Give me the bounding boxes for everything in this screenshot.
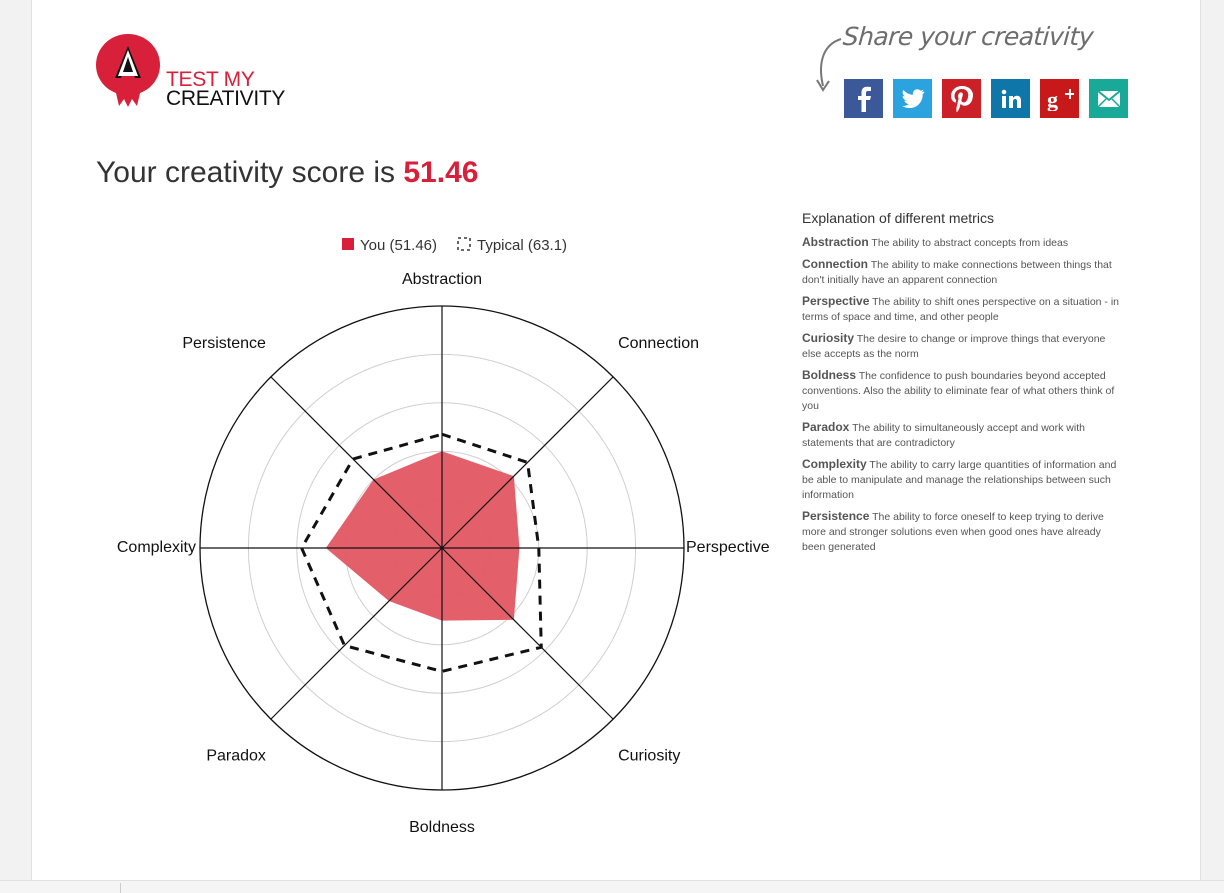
metric-description: The ability to carry large quantities of…: [802, 459, 1117, 501]
metric-description: The ability to simultaneously accept and…: [802, 422, 1085, 449]
metric-item-boldness: Boldness The confidence to push boundari…: [802, 368, 1120, 414]
twitter-share-button[interactable]: [893, 79, 932, 118]
radar-spoke-curiosity: [441, 547, 614, 720]
radar-spoke-persistence: [270, 376, 443, 549]
metric-item-paradox: Paradox The ability to simultaneously ac…: [802, 420, 1120, 451]
metric-name: Boldness: [802, 368, 857, 382]
share-heading: Share your creativity: [841, 22, 1095, 51]
metric-name: Perspective: [802, 294, 870, 308]
email-share-button[interactable]: [1089, 79, 1128, 118]
site-logo[interactable]: TEST MY CREATIVITY: [95, 33, 295, 113]
metric-name: Curiosity: [802, 331, 855, 345]
linkedin-share-button[interactable]: [991, 79, 1030, 118]
metric-description: The confidence to push boundaries beyond…: [802, 370, 1115, 412]
metric-item-abstraction: Abstraction The ability to abstract conc…: [802, 235, 1120, 251]
bottom-bar-divider: [120, 883, 121, 893]
legend-typical-swatch: [457, 237, 471, 251]
radar-spoke-connection: [441, 376, 614, 549]
email-icon: [1096, 89, 1121, 108]
google-plus-share-button[interactable]: g: [1040, 79, 1079, 118]
axis-label-abstraction: Abstraction: [402, 271, 482, 288]
metric-name: Persistence: [802, 509, 870, 523]
axis-label-boldness: Boldness: [409, 819, 475, 836]
metric-item-persistence: Persistence The ability to force oneself…: [802, 509, 1120, 555]
score-prefix: Your creativity score is: [96, 156, 396, 189]
radar-spoke-paradox: [270, 547, 443, 720]
metric-description: The desire to change or improve things t…: [802, 333, 1106, 360]
legend-you-label: You (51.46): [360, 237, 437, 254]
metric-item-curiosity: Curiosity The desire to change or improv…: [802, 331, 1120, 362]
svg-text:g: g: [1047, 87, 1058, 111]
metric-name: Paradox: [802, 420, 850, 434]
axis-label-connection: Connection: [618, 335, 699, 352]
pinterest-share-button[interactable]: [942, 79, 981, 118]
linkedin-icon: [1001, 89, 1021, 108]
metric-name: Connection: [802, 257, 868, 271]
logo-badge-icon: [96, 34, 160, 107]
logo-text-line1: TEST MY: [166, 68, 255, 91]
axis-label-complexity: Complexity: [117, 539, 196, 556]
google-plus-icon: g: [1047, 87, 1074, 111]
facebook-icon: [857, 86, 871, 112]
curved-arrow-icon: [816, 38, 842, 92]
metric-item-complexity: Complexity The ability to carry large qu…: [802, 457, 1120, 503]
metric-item-perspective: Perspective The ability to shift ones pe…: [802, 294, 1120, 325]
explanation-title: Explanation of different metrics: [802, 210, 994, 226]
twitter-icon: [901, 88, 925, 108]
series-typical-polygon: [299, 432, 543, 673]
metric-description: The ability to make connections between …: [802, 259, 1112, 286]
axis-label-persistence: Persistence: [182, 335, 266, 352]
metric-list: Abstraction The ability to abstract conc…: [802, 235, 1120, 555]
metrics-explanation: Explanation of different metrics Abstrac…: [802, 210, 1120, 561]
metric-name: Abstraction: [802, 235, 869, 249]
facebook-share-button[interactable]: [844, 79, 883, 118]
metric-description: The ability to shift ones perspective on…: [802, 296, 1120, 323]
bottom-bar: [0, 880, 1224, 893]
radar-chart: Abstraction Connection Perspective Curiosit…: [117, 237, 770, 836]
metric-name: Complexity: [802, 457, 867, 471]
axis-label-perspective: Perspective: [686, 539, 770, 556]
metric-description: The ability to force oneself to keep try…: [802, 511, 1104, 553]
axis-label-curiosity: Curiosity: [618, 747, 680, 764]
page-title: Your creativity score is 51.46: [96, 156, 478, 190]
share-buttons: g: [844, 79, 1128, 118]
legend-typical-label: Typical (63.1): [477, 237, 567, 254]
legend-you-swatch: [342, 238, 354, 250]
axis-label-paradox: Paradox: [206, 747, 266, 764]
creativity-score-value: 51.46: [403, 156, 479, 189]
pinterest-icon: [950, 85, 973, 112]
series-you-polygon: [325, 451, 520, 621]
metric-description: The ability to abstract concepts from id…: [868, 237, 1069, 249]
metric-item-connection: Connection The ability to make connectio…: [802, 257, 1120, 288]
logo-text-line2: CREATIVITY: [166, 87, 286, 110]
